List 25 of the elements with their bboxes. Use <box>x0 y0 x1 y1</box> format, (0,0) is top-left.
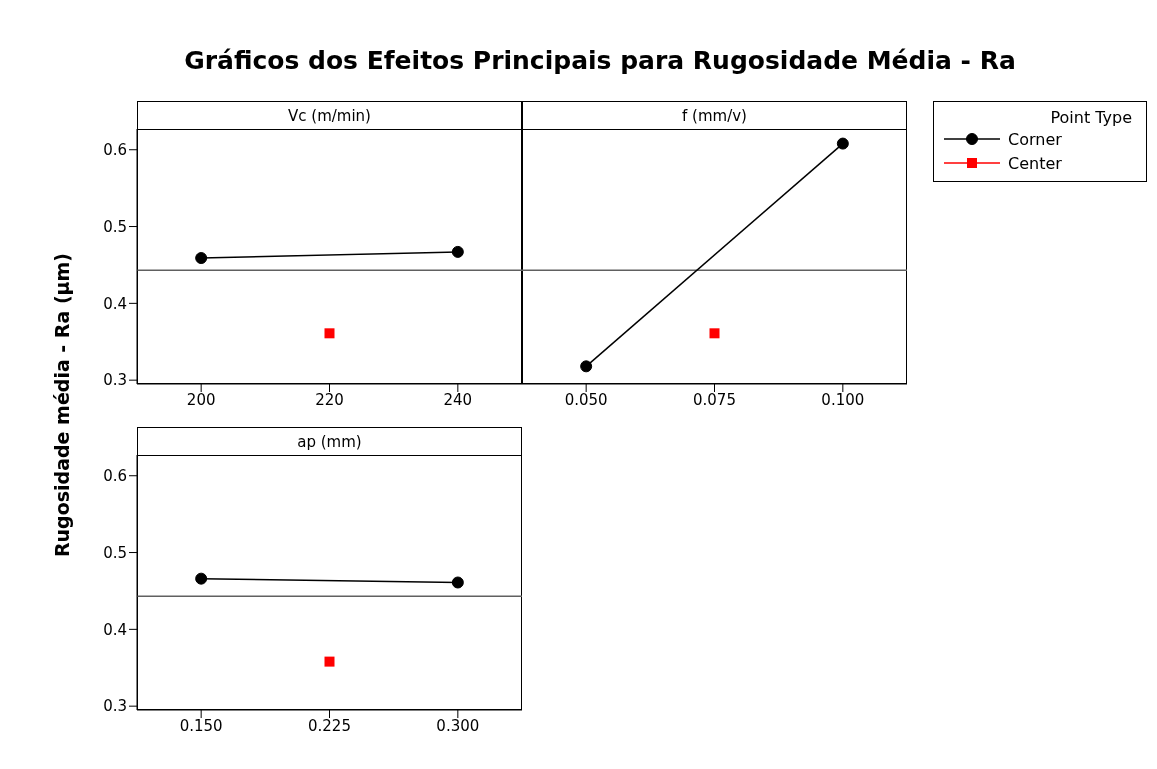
text: Gráficos dos Efeitos Principais para Rugosidade Média - Ra <box>184 46 1016 75</box>
x-axis-title: ap (mm) <box>137 427 522 455</box>
x-tick-label: 0.225 <box>308 716 351 735</box>
y-tick-label: 0.5 <box>103 543 127 562</box>
x-tick-label: 220 <box>315 390 344 409</box>
y-tick-label: 0.5 <box>103 217 127 236</box>
x-tick-label: 0.075 <box>693 390 736 409</box>
y-axis-title: Rugosidade média - Ra (µm) <box>50 251 74 560</box>
y-tick-label: 0.3 <box>103 371 127 390</box>
x-tick-label: 0.050 <box>564 390 608 409</box>
legend-label: Center <box>1008 153 1062 173</box>
x-tick-label: 0.150 <box>179 716 223 735</box>
x-axis-title: Vc (m/min) <box>137 101 522 129</box>
legend-title: Point Type <box>1049 108 1133 127</box>
x-tick-label: 0.300 <box>436 716 480 735</box>
y-tick-label: 0.4 <box>103 294 127 313</box>
x-axis-title: f (mm/v) <box>522 101 907 129</box>
y-tick-label: 0.3 <box>103 697 127 716</box>
legend-label: Corner <box>1008 129 1062 149</box>
x-tick-label: 240 <box>443 390 473 409</box>
y-tick-label: 0.4 <box>103 620 127 639</box>
x-tick-label: 0.100 <box>821 390 865 409</box>
x-tick-label: 200 <box>186 390 216 409</box>
y-tick-label: 0.6 <box>103 141 127 160</box>
y-tick-label: 0.6 <box>103 467 127 486</box>
